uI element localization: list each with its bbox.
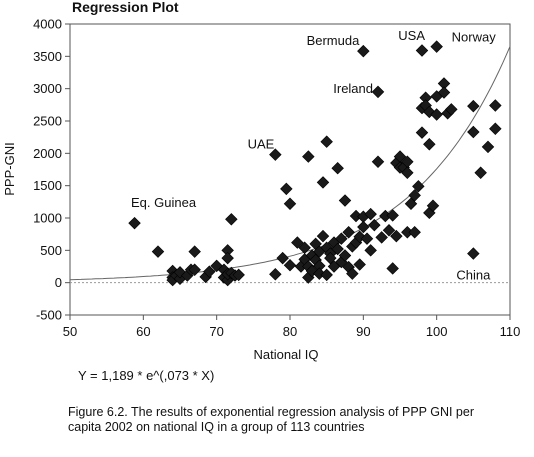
data-point bbox=[203, 265, 216, 278]
data-point bbox=[368, 218, 381, 232]
data-point bbox=[489, 122, 502, 135]
y-axis-ticks: -500 0 500 1000 1500 2000 2500 3000 3500 4000 bbox=[33, 17, 70, 323]
data-point bbox=[390, 229, 403, 243]
data-point bbox=[408, 189, 421, 202]
data-point bbox=[269, 148, 282, 161]
data-point bbox=[445, 103, 458, 116]
data-point bbox=[360, 232, 374, 245]
data-point bbox=[353, 258, 366, 271]
data-point bbox=[232, 268, 245, 282]
regression-equation: Y = 1,189 * e^(,073 * X) bbox=[78, 368, 214, 383]
data-point bbox=[151, 245, 165, 258]
data-point bbox=[331, 161, 344, 175]
data-point bbox=[338, 249, 352, 262]
data-point bbox=[364, 207, 377, 221]
annotation-usa: USA bbox=[398, 28, 425, 43]
figure-caption: Figure 6.2. The results of exponential r… bbox=[68, 405, 474, 434]
y-tick-label: 0 bbox=[55, 275, 62, 290]
data-point bbox=[357, 44, 370, 58]
data-point bbox=[320, 268, 333, 282]
data-point bbox=[404, 197, 418, 210]
data-point bbox=[225, 213, 238, 226]
y-tick-label: 3500 bbox=[33, 49, 62, 64]
data-point bbox=[401, 166, 414, 179]
country-annotations: Bermuda Norway USA Ireland UAE Eq. Guinea Chin… bbox=[131, 28, 496, 283]
data-point bbox=[316, 176, 330, 189]
annotation-ireland: Ireland bbox=[333, 81, 373, 96]
data-point bbox=[338, 194, 352, 207]
data-point bbox=[283, 197, 297, 210]
data-point bbox=[302, 150, 315, 163]
data-point bbox=[437, 86, 451, 99]
data-point bbox=[335, 232, 348, 245]
x-tick-label: 80 bbox=[283, 324, 297, 339]
data-points bbox=[128, 40, 502, 287]
y-tick-label: 500 bbox=[40, 243, 62, 258]
y-tick-label: 2000 bbox=[33, 146, 62, 161]
annotation-eq-guinea: Eq. Guinea bbox=[131, 195, 197, 210]
data-point bbox=[430, 40, 443, 53]
data-point bbox=[386, 262, 399, 275]
y-tick-label: 2500 bbox=[33, 114, 62, 129]
x-tick-label: 70 bbox=[209, 324, 223, 339]
y-tick-label: 1500 bbox=[33, 178, 62, 193]
data-point bbox=[342, 226, 355, 239]
data-point bbox=[467, 99, 480, 113]
annotation-uae: UAE bbox=[248, 137, 275, 152]
x-tick-label: 50 bbox=[63, 324, 77, 339]
data-point bbox=[415, 44, 429, 57]
y-tick-label: 1000 bbox=[33, 211, 62, 226]
data-point bbox=[426, 199, 440, 212]
data-point bbox=[280, 182, 293, 196]
data-point bbox=[276, 251, 289, 265]
data-point bbox=[489, 99, 502, 112]
x-tick-label: 60 bbox=[136, 324, 150, 339]
data-point bbox=[382, 224, 396, 237]
y-tick-label: -500 bbox=[36, 308, 62, 323]
data-point bbox=[291, 236, 304, 249]
data-point bbox=[188, 263, 201, 276]
data-point bbox=[357, 220, 370, 234]
y-tick-label: 4000 bbox=[33, 17, 62, 32]
data-point bbox=[386, 209, 399, 222]
data-point bbox=[346, 267, 359, 280]
data-point bbox=[316, 229, 330, 243]
chart-title: Regression Plot bbox=[72, 0, 179, 15]
y-axis-title: PPP-GNI bbox=[2, 142, 17, 195]
data-point bbox=[305, 264, 319, 278]
data-point bbox=[415, 126, 429, 139]
data-point bbox=[408, 226, 421, 239]
data-point bbox=[474, 166, 487, 179]
data-point bbox=[371, 155, 385, 168]
data-point bbox=[331, 242, 344, 256]
data-point bbox=[375, 231, 388, 244]
data-point bbox=[324, 251, 337, 265]
data-point bbox=[467, 125, 480, 139]
x-axis-ticks: 50 60 70 80 90 100 110 bbox=[63, 315, 521, 339]
x-tick-label: 110 bbox=[500, 324, 521, 339]
x-axis-title: National IQ bbox=[253, 347, 318, 362]
annotation-norway: Norway bbox=[452, 30, 497, 45]
y-tick-label: 3000 bbox=[33, 81, 62, 96]
data-point bbox=[221, 251, 234, 265]
data-point bbox=[430, 108, 443, 121]
regression-curve bbox=[69, 46, 511, 281]
data-point bbox=[423, 138, 436, 151]
data-point bbox=[467, 247, 480, 260]
annotation-china: China bbox=[456, 268, 491, 283]
data-point bbox=[364, 244, 377, 257]
x-tick-label: 90 bbox=[356, 324, 370, 339]
data-point bbox=[412, 180, 425, 193]
x-tick-label: 100 bbox=[426, 324, 448, 339]
data-point bbox=[481, 140, 495, 154]
data-point bbox=[188, 245, 201, 258]
data-point bbox=[128, 216, 141, 230]
annotation-bermuda: Bermuda bbox=[307, 33, 361, 48]
data-point bbox=[269, 268, 282, 281]
data-point bbox=[371, 85, 385, 99]
data-point bbox=[283, 258, 297, 272]
data-point bbox=[320, 135, 333, 148]
